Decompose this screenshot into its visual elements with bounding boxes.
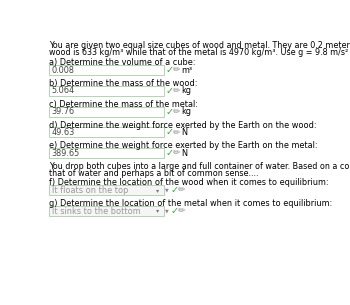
Text: N: N — [181, 128, 187, 137]
Text: a) Determine the volume of a cube:: a) Determine the volume of a cube: — [49, 58, 196, 67]
Text: kg: kg — [181, 86, 191, 95]
Text: m³: m³ — [181, 66, 192, 75]
FancyBboxPatch shape — [49, 206, 164, 216]
Text: e) Determine the weight force exerted by the Earth on the metal:: e) Determine the weight force exerted by… — [49, 141, 318, 150]
Text: ▼: ▼ — [166, 188, 169, 193]
Text: 49.63: 49.63 — [51, 128, 75, 137]
Text: ✏: ✏ — [173, 107, 180, 116]
Text: ✓: ✓ — [166, 148, 174, 158]
Text: You are given two equal size cubes of wood and metal. They are 0.2 meters on a s: You are given two equal size cubes of wo… — [49, 41, 350, 50]
Text: ✏: ✏ — [173, 128, 180, 137]
Text: ✏: ✏ — [178, 206, 186, 216]
Text: c) Determine the mass of the metal:: c) Determine the mass of the metal: — [49, 100, 198, 109]
Text: ✓: ✓ — [166, 65, 174, 75]
FancyBboxPatch shape — [49, 185, 164, 195]
Text: kg: kg — [181, 107, 191, 116]
Text: 39.76: 39.76 — [51, 107, 75, 116]
Text: that of water and perhaps a bit of common sense....: that of water and perhaps a bit of commo… — [49, 169, 259, 178]
Text: You drop both cubes into a large and full container of water. Based on a compari: You drop both cubes into a large and ful… — [49, 162, 350, 171]
Text: f) Determine the location of the wood when it comes to equilibrium:: f) Determine the location of the wood wh… — [49, 178, 329, 187]
FancyBboxPatch shape — [49, 127, 164, 138]
Text: ✓: ✓ — [171, 185, 179, 195]
Text: ✏: ✏ — [173, 149, 180, 158]
Text: ▼: ▼ — [166, 209, 169, 213]
Text: ✓: ✓ — [166, 127, 174, 138]
Text: 389.65: 389.65 — [51, 149, 80, 158]
Text: 5.064: 5.064 — [51, 86, 75, 95]
Text: ✏: ✏ — [173, 66, 180, 75]
Text: ✓: ✓ — [171, 206, 179, 216]
Text: 0.008: 0.008 — [51, 66, 75, 75]
Text: ▾: ▾ — [156, 188, 159, 193]
Text: wood is 633 kg/m³ while that of the metal is 4970 kg/m³. Use g = 9.8 m/s² for th: wood is 633 kg/m³ while that of the meta… — [49, 48, 350, 57]
Text: ✓: ✓ — [166, 107, 174, 117]
FancyBboxPatch shape — [49, 86, 164, 96]
Text: ✏: ✏ — [178, 186, 186, 195]
FancyBboxPatch shape — [49, 148, 164, 158]
Text: g) Determine the location of the metal when it comes to equilibrium:: g) Determine the location of the metal w… — [49, 199, 332, 208]
Text: ✏: ✏ — [173, 86, 180, 95]
Text: d) Determine the weight force exerted by the Earth on the wood:: d) Determine the weight force exerted by… — [49, 120, 317, 130]
Text: b) Determine the mass of the wood:: b) Determine the mass of the wood: — [49, 79, 198, 88]
Text: It floats on the top: It floats on the top — [51, 186, 128, 195]
Text: N: N — [181, 149, 187, 158]
Text: ▾: ▾ — [156, 209, 159, 213]
Text: ✓: ✓ — [166, 86, 174, 96]
FancyBboxPatch shape — [49, 107, 164, 117]
FancyBboxPatch shape — [49, 65, 164, 75]
Text: It sinks to the bottom: It sinks to the bottom — [51, 206, 140, 216]
